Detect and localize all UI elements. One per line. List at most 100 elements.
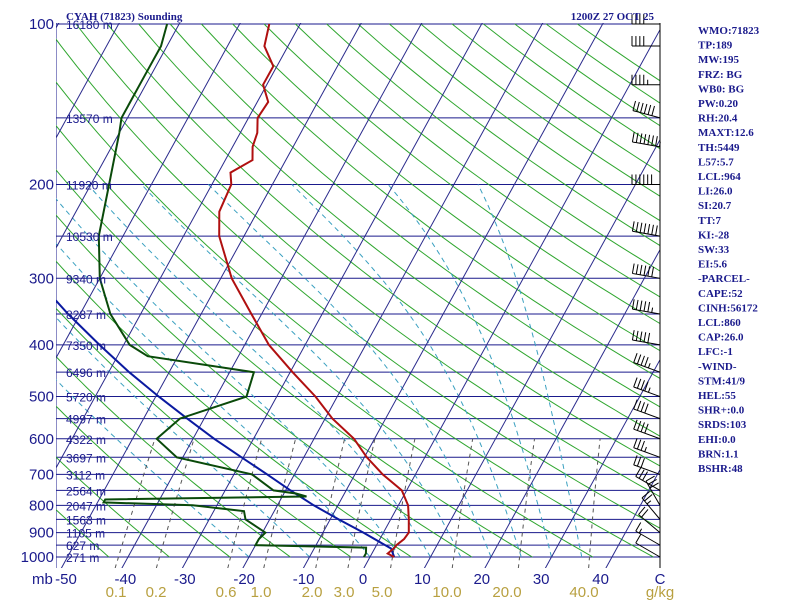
wind-barb-flag <box>643 301 647 312</box>
wind-barb-flag <box>636 420 642 431</box>
wind-barb-flag <box>639 222 643 233</box>
wind-barb <box>633 399 661 420</box>
wind-barb-staff <box>632 141 661 148</box>
wind-barb-staff <box>638 514 661 533</box>
wind-barb-flag <box>647 266 651 277</box>
wind-barb-staff <box>633 386 661 398</box>
mixing-ratio-line <box>588 438 601 568</box>
sounding-index: SI:20.7 <box>698 200 732 212</box>
mixing-ratio-tick-label: 0.2 <box>146 584 167 600</box>
height-label: 11920 m <box>66 178 112 192</box>
isotherm-line <box>544 358 660 568</box>
height-label: 9340 m <box>66 272 106 286</box>
wind-barb-flag <box>651 224 654 235</box>
wind-barb-staff <box>633 464 661 475</box>
isotherm-line <box>302 23 604 568</box>
wind-barb-flag <box>636 400 642 411</box>
wind-barb-flag <box>631 132 635 143</box>
dry-adiabat <box>56 81 654 558</box>
wind-barb-flag <box>644 357 649 367</box>
dry-adiabat <box>232 23 660 352</box>
wind-barb-flag <box>646 500 652 505</box>
wind-barb-flag <box>645 475 655 482</box>
pressure-tick-label: 300 <box>29 270 54 287</box>
wind-barb-flag <box>636 439 642 450</box>
wind-barb-flag <box>643 223 647 234</box>
wind-barb <box>631 74 660 86</box>
wind-barb-flag <box>642 471 648 481</box>
sounding-index: CAP:26.0 <box>698 332 744 344</box>
wind-barb <box>631 330 661 346</box>
wind-barb <box>633 353 661 373</box>
mixing-ratio-tick-label: 20.0 <box>492 584 521 600</box>
dry-adiabat <box>201 23 660 379</box>
isotherm-line <box>423 138 660 568</box>
wind-barb-flag <box>631 221 635 232</box>
wind-barb-staff <box>633 408 661 420</box>
mixing-ratio-line <box>451 438 474 568</box>
wind-barb-staff <box>632 272 661 279</box>
wind-barb-flag <box>638 506 646 515</box>
sounding-index: MAXT:12.6 <box>698 127 754 139</box>
valid-time: 1200Z 27 OCT 25 <box>571 11 655 23</box>
sounding-index: -PARCEL- <box>698 273 750 285</box>
pressure-tick-label: 100 <box>29 16 54 33</box>
wind-barb-flag <box>640 402 645 412</box>
sounding-index: TP:189 <box>698 40 733 52</box>
profile-layer <box>56 23 410 558</box>
sounding-index: LCL:964 <box>698 171 741 183</box>
wind-barb-staff <box>635 475 661 491</box>
temperature-tick-label: 20 <box>473 571 490 588</box>
isotherm-line <box>484 248 660 568</box>
wind-barb-flag <box>635 534 642 544</box>
mixing-ratio-line <box>155 438 195 568</box>
wind-barb-flag <box>636 378 642 389</box>
wind-barb-flag <box>633 455 638 466</box>
moist-adiabat <box>56 316 310 558</box>
wind-barb <box>631 174 660 185</box>
wind-barb <box>631 36 660 47</box>
wind-barb-flag <box>635 221 639 233</box>
sounding-index: SRDS:103 <box>698 419 747 431</box>
station-title: CYAH (71823) Sounding <box>66 11 183 23</box>
wind-barb-flag <box>655 136 658 147</box>
mixing-ratio-tick-label: 2.0 <box>302 584 323 600</box>
wind-barb <box>633 377 661 398</box>
temperature-tick-label: 10 <box>414 571 431 588</box>
wind-barb <box>632 100 661 119</box>
wind-barb <box>635 534 661 558</box>
wind-barb-flag <box>640 422 645 433</box>
wind-barb-flag <box>635 264 639 275</box>
pressure-tick-label: 600 <box>29 431 54 448</box>
wind-barb-flag <box>651 135 654 146</box>
wind-barb-flag <box>640 380 645 390</box>
wind-barb-flag <box>633 438 638 448</box>
wind-barb-staff <box>645 480 661 506</box>
wind-barb-flag <box>631 330 635 341</box>
moist-adiabat <box>87 184 431 558</box>
height-label: 6496 m <box>66 366 106 380</box>
sounding-index: LCL:860 <box>698 317 741 329</box>
wind-barb <box>631 263 661 279</box>
wind-barb-flag <box>639 133 643 144</box>
sounding-index: L57:5.7 <box>698 156 734 168</box>
wind-barb-flag <box>658 141 661 147</box>
sounding-index: CAPE:52 <box>698 288 743 300</box>
mixing-ratio-unit-label: g/kg <box>646 584 674 600</box>
wind-barb-flag <box>635 467 642 477</box>
mixing-ratio-tick-label: 3.0 <box>334 584 355 600</box>
sounding-index: LFC:-1 <box>698 346 733 358</box>
wind-barb <box>633 438 661 458</box>
isotherm-line <box>60 23 362 568</box>
wind-barb <box>635 467 661 491</box>
height-label: 271 m <box>66 551 99 565</box>
sounding-index: EI:5.6 <box>698 259 728 271</box>
height-label: 2564 m <box>66 484 106 498</box>
wind-barb <box>631 299 661 315</box>
wind-barb-flag <box>641 491 650 499</box>
sounding-index: PW:0.20 <box>698 98 739 110</box>
pressure-tick-label: 400 <box>29 337 54 354</box>
sounding-index: RH:20.4 <box>698 113 738 125</box>
wind-barb-flag <box>647 387 651 393</box>
